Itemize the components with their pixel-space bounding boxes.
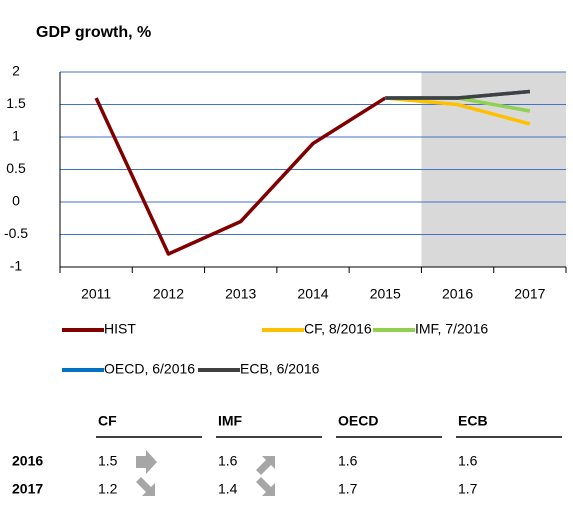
arrow-right [136,450,157,474]
table-cell: 1.6 [338,453,358,469]
y-tick-label: 2 [12,63,20,79]
y-tick-label: -1 [10,258,23,274]
table-header: OECD [338,413,378,429]
legend-label: IMF, 7/2016 [415,321,488,337]
y-tick-label: 1.5 [6,95,26,111]
row-label: 2016 [12,453,43,469]
legend-label: CF, 8/2016 [304,321,372,337]
legend-label: HIST [104,321,136,337]
chart-title: GDP growth, % [36,24,151,41]
x-tick-label: 2017 [514,286,545,302]
table-cell: 1.7 [458,481,478,497]
y-tick-label: 0.5 [6,160,26,176]
table-header: IMF [218,413,243,429]
x-tick-label: 2015 [370,286,401,302]
series-line [385,89,531,100]
arrow-up-right [256,456,275,475]
row-label: 2017 [12,481,43,497]
x-tick-label: 2016 [442,286,473,302]
series-line [94,96,387,256]
x-tick-label: 2011 [81,286,111,302]
table-cell: 1.5 [98,453,118,469]
arrow-down-right [256,477,275,496]
table-cell: 1.6 [458,453,478,469]
legend-label: OECD, 6/2016 [104,361,195,377]
arrow-down-right [136,477,155,496]
y-tick-label: 1 [12,128,20,144]
trend-arrows [136,450,275,496]
x-tick-label: 2013 [225,286,256,302]
table-header: CF [98,413,117,429]
table-header: ECB [458,413,488,429]
series-line [385,96,531,126]
legend-label: ECB, 6/2016 [240,361,320,377]
table-cell: 1.6 [218,453,238,469]
table-cell: 1.7 [338,481,358,497]
table-cell: 1.2 [98,481,118,497]
x-tick-label: 2012 [153,286,184,302]
table-cell: 1.4 [218,481,238,497]
y-tick-label: -0.5 [4,225,28,241]
x-tick-label: 2014 [297,286,328,302]
y-tick-label: 0 [12,193,20,209]
